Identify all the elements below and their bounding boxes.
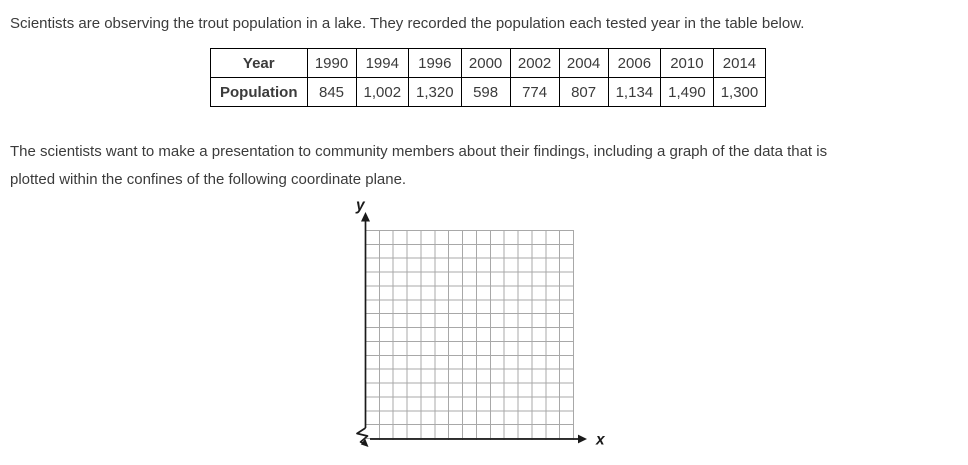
year-cell: 2002 xyxy=(509,48,560,78)
grid xyxy=(365,230,575,440)
population-cell: 807 xyxy=(558,77,609,107)
table-row-year: Year 1990 1994 1996 2000 2002 2004 2006 … xyxy=(210,48,767,78)
year-cell: 2006 xyxy=(607,48,662,78)
axis-break-arrowhead-icon xyxy=(360,438,369,447)
year-cell: 1996 xyxy=(408,48,462,78)
population-cell: 1,320 xyxy=(408,77,462,107)
year-cell: 2010 xyxy=(660,48,714,78)
year-cell: 1990 xyxy=(306,48,357,78)
year-cell: 1994 xyxy=(355,48,410,78)
year-cell: 2014 xyxy=(712,48,767,78)
y-axis-arrowhead-icon xyxy=(361,212,370,222)
body-text-line1: The scientists want to make a presentati… xyxy=(10,143,828,160)
axes: y x xyxy=(355,197,606,449)
population-cell: 1,490 xyxy=(660,77,714,107)
population-cell: 598 xyxy=(460,77,511,107)
coordinate-plane: y x xyxy=(348,192,620,464)
population-cell: 774 xyxy=(509,77,560,107)
row-header-year: Year xyxy=(210,48,308,78)
body-text-line2: plotted within the confines of the follo… xyxy=(10,171,407,188)
y-axis-label: y xyxy=(355,197,366,214)
data-table: Year 1990 1994 1996 2000 2002 2004 2006 … xyxy=(210,48,767,107)
population-cell: 1,002 xyxy=(355,77,410,107)
axis-break-icon xyxy=(356,427,369,445)
year-cell: 2004 xyxy=(558,48,609,78)
population-cell: 1,134 xyxy=(607,77,662,107)
row-header-population: Population xyxy=(210,77,308,107)
x-axis-arrowhead-icon xyxy=(578,434,587,444)
year-cell: 2000 xyxy=(460,48,511,78)
table-row-population: Population 845 1,002 1,320 598 774 807 1… xyxy=(210,77,767,107)
intro-text: Scientists are observing the trout popul… xyxy=(10,15,805,32)
population-cell: 1,300 xyxy=(712,77,767,107)
x-axis-label: x xyxy=(595,432,606,449)
population-cell: 845 xyxy=(306,77,357,107)
